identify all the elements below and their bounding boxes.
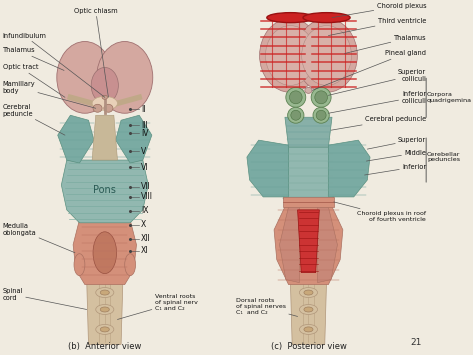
Text: Inferior
colliculi: Inferior colliculi xyxy=(328,91,426,113)
Polygon shape xyxy=(58,115,94,163)
Text: II: II xyxy=(141,105,146,114)
Ellipse shape xyxy=(57,42,113,113)
Ellipse shape xyxy=(260,18,321,92)
Ellipse shape xyxy=(316,110,326,120)
Polygon shape xyxy=(317,205,337,283)
Polygon shape xyxy=(298,210,319,273)
Ellipse shape xyxy=(299,324,317,334)
Ellipse shape xyxy=(265,26,315,85)
Text: Cerebral
peduncle: Cerebral peduncle xyxy=(2,104,65,135)
Polygon shape xyxy=(92,115,117,160)
Text: XI: XI xyxy=(141,246,149,255)
Text: Choroid plexus in roof
of fourth ventricle: Choroid plexus in roof of fourth ventric… xyxy=(334,202,426,222)
Ellipse shape xyxy=(305,87,312,93)
Text: (c)  Posterior view: (c) Posterior view xyxy=(271,342,346,351)
Text: X: X xyxy=(141,220,146,229)
Text: Cerebellar
peduncles: Cerebellar peduncles xyxy=(427,152,461,163)
Ellipse shape xyxy=(288,107,304,123)
Ellipse shape xyxy=(96,324,114,334)
Polygon shape xyxy=(73,220,137,285)
Ellipse shape xyxy=(304,307,313,312)
Ellipse shape xyxy=(299,305,317,315)
Polygon shape xyxy=(87,280,123,344)
Text: Third ventricle: Third ventricle xyxy=(328,18,426,36)
Polygon shape xyxy=(247,140,289,197)
Text: Medulla
oblongata: Medulla oblongata xyxy=(2,223,75,253)
Polygon shape xyxy=(274,205,343,285)
Ellipse shape xyxy=(286,87,306,107)
Text: Inferior: Inferior xyxy=(365,164,426,175)
Text: Pineal gland: Pineal gland xyxy=(312,50,426,90)
Ellipse shape xyxy=(289,91,302,104)
Polygon shape xyxy=(283,197,334,207)
Text: IX: IX xyxy=(141,206,149,215)
Ellipse shape xyxy=(96,42,153,113)
Ellipse shape xyxy=(304,327,313,332)
Text: Mamillary
body: Mamillary body xyxy=(2,81,96,108)
Text: Infundibulum: Infundibulum xyxy=(2,33,105,97)
Ellipse shape xyxy=(93,104,102,112)
Ellipse shape xyxy=(296,18,357,92)
Polygon shape xyxy=(328,140,370,197)
Polygon shape xyxy=(285,117,332,147)
Text: VII: VII xyxy=(141,182,151,191)
Ellipse shape xyxy=(303,13,350,23)
Text: 21: 21 xyxy=(410,338,421,347)
Polygon shape xyxy=(116,115,152,163)
Ellipse shape xyxy=(315,91,327,104)
Ellipse shape xyxy=(100,290,109,295)
Text: Pons: Pons xyxy=(93,185,116,195)
Text: Middle: Middle xyxy=(367,150,426,161)
Text: Corpora
quadrigemina: Corpora quadrigemina xyxy=(427,92,472,103)
Ellipse shape xyxy=(313,107,329,123)
Text: XII: XII xyxy=(141,234,151,243)
Text: (b)  Anterior view: (b) Anterior view xyxy=(68,342,141,351)
Ellipse shape xyxy=(91,67,118,103)
Ellipse shape xyxy=(304,290,313,295)
Ellipse shape xyxy=(291,110,301,120)
Text: VIII: VIII xyxy=(141,192,153,201)
Ellipse shape xyxy=(96,288,114,297)
Text: V: V xyxy=(141,147,146,155)
Ellipse shape xyxy=(299,288,317,297)
Ellipse shape xyxy=(267,13,314,23)
Text: Ventral roots
of spinal nerv
C₁ and C₂: Ventral roots of spinal nerv C₁ and C₂ xyxy=(117,294,197,320)
Ellipse shape xyxy=(125,254,136,275)
Ellipse shape xyxy=(92,96,117,110)
Polygon shape xyxy=(283,145,334,199)
Ellipse shape xyxy=(93,232,116,274)
Ellipse shape xyxy=(74,254,85,275)
Text: Optic tract: Optic tract xyxy=(2,64,65,97)
Text: Spinal
cord: Spinal cord xyxy=(2,288,87,310)
Ellipse shape xyxy=(311,87,331,107)
Ellipse shape xyxy=(100,307,109,312)
Text: IV: IV xyxy=(141,129,149,138)
Text: III: III xyxy=(141,121,148,130)
Text: Dorsal roots
of spinal nerves
C₁  and C₂: Dorsal roots of spinal nerves C₁ and C₂ xyxy=(236,298,298,316)
Ellipse shape xyxy=(104,104,113,112)
Ellipse shape xyxy=(96,305,114,315)
Ellipse shape xyxy=(302,26,351,85)
Polygon shape xyxy=(290,280,326,344)
Text: Cerebral peduncle: Cerebral peduncle xyxy=(331,116,426,130)
Polygon shape xyxy=(61,160,148,223)
Text: VI: VI xyxy=(141,163,149,171)
Text: Choroid plexus: Choroid plexus xyxy=(332,3,426,18)
Text: Superior
colliculi: Superior colliculi xyxy=(328,69,426,95)
Polygon shape xyxy=(280,205,299,283)
Text: Optic chiasm: Optic chiasm xyxy=(74,8,118,97)
Text: Superior: Superior xyxy=(368,137,426,149)
Ellipse shape xyxy=(100,327,109,332)
Ellipse shape xyxy=(102,95,107,99)
Text: Thalamus: Thalamus xyxy=(345,34,426,54)
Text: Thalamus: Thalamus xyxy=(2,48,64,70)
